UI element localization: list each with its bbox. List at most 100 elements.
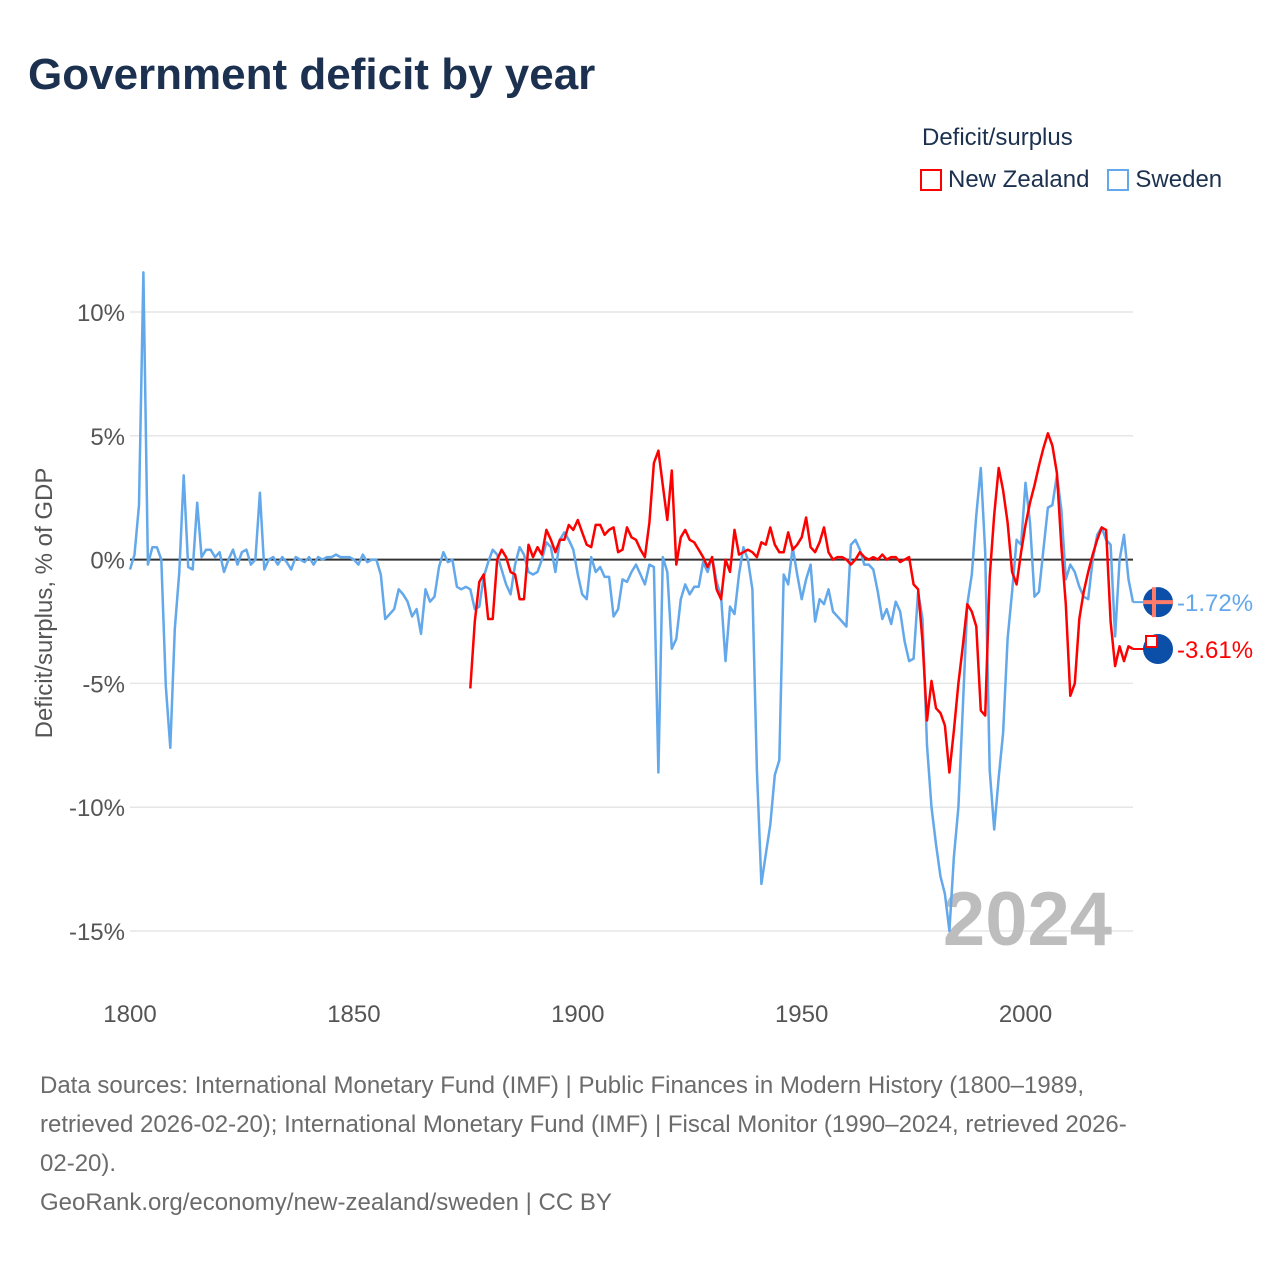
data-point (509, 570, 513, 574)
data-point (938, 875, 942, 879)
data-point (182, 473, 186, 477)
data-point (231, 548, 235, 552)
data-point (1041, 446, 1045, 450)
data-point (835, 615, 839, 619)
data-point (415, 607, 419, 611)
data-point (804, 577, 808, 581)
data-point (513, 563, 517, 567)
data-point (289, 568, 293, 572)
data-point (903, 639, 907, 643)
data-point (155, 545, 159, 549)
data-point (983, 714, 987, 718)
data-point (934, 842, 938, 846)
data-point (912, 582, 916, 586)
data-point (222, 570, 226, 574)
data-point (688, 538, 692, 542)
data-point (876, 590, 880, 594)
data-point (867, 563, 871, 567)
data-point (464, 585, 468, 589)
data-point (240, 550, 244, 554)
y-tick-label: -5% (82, 671, 125, 698)
data-point (715, 587, 719, 591)
data-point (795, 572, 799, 576)
series-new-zealand (469, 431, 1134, 774)
legend-title: Deficit/surplus (922, 124, 1073, 151)
series-sweden (128, 270, 1135, 933)
data-point (522, 553, 526, 557)
data-point (1113, 664, 1117, 668)
data-point (670, 468, 674, 472)
data-point (764, 543, 768, 547)
data-point (544, 528, 548, 532)
data-point (141, 270, 145, 274)
data-point (692, 540, 696, 544)
data-point (576, 572, 580, 576)
data-point (840, 620, 844, 624)
data-point (759, 540, 763, 544)
data-point (553, 570, 557, 574)
data-point (755, 555, 759, 559)
legend-swatch-sweden (1107, 169, 1130, 191)
data-point (938, 711, 942, 715)
data-point (634, 538, 638, 542)
data-point (1077, 617, 1081, 621)
data-point (1127, 577, 1131, 581)
data-point (486, 560, 490, 564)
data-point (173, 627, 177, 631)
data-point (370, 558, 374, 562)
data-point (800, 535, 804, 539)
data-point (392, 607, 396, 611)
source-line: 02-20). (40, 1150, 117, 1177)
data-point (1046, 431, 1050, 435)
data-point (504, 555, 508, 559)
data-point (482, 572, 486, 576)
data-point (1091, 553, 1095, 557)
data-point (343, 555, 347, 559)
data-point (930, 679, 934, 683)
data-point (486, 617, 490, 621)
data-point (1068, 694, 1072, 698)
data-point (737, 553, 741, 557)
data-point (844, 558, 848, 562)
data-point (1041, 548, 1045, 552)
data-point (670, 647, 674, 651)
data-point (285, 560, 289, 564)
data-point (1118, 558, 1122, 562)
data-point (827, 587, 831, 591)
y-tick-label: 10% (77, 300, 125, 327)
data-point (943, 892, 947, 896)
source-link[interactable]: GeoRank.org/economy/new-zealand/sweden |… (40, 1189, 612, 1216)
data-point (885, 558, 889, 562)
data-point (974, 624, 978, 628)
data-point (1050, 503, 1054, 507)
data-point (970, 610, 974, 614)
series-line[interactable] (469, 432, 1134, 774)
data-point (862, 563, 866, 567)
data-point (424, 587, 428, 591)
data-point (831, 610, 835, 614)
data-point (724, 659, 728, 663)
data-point (347, 555, 351, 559)
legend-item-new-zealand[interactable]: New Zealand (920, 166, 1089, 194)
data-point (871, 568, 875, 572)
data-point (397, 587, 401, 591)
data-point (132, 553, 136, 557)
data-point (630, 535, 634, 539)
data-point (612, 615, 616, 619)
data-point (468, 587, 472, 591)
data-point (621, 548, 625, 552)
series-line[interactable] (128, 271, 1135, 933)
data-point (652, 461, 656, 465)
data-point (200, 555, 204, 559)
legend-item-sweden[interactable]: Sweden (1107, 166, 1222, 194)
data-point (701, 555, 705, 559)
data-point (679, 597, 683, 601)
data-point (934, 706, 938, 710)
data-point (818, 540, 822, 544)
data-point (209, 548, 213, 552)
data-point (809, 563, 813, 567)
data-point (213, 555, 217, 559)
data-point (1109, 620, 1113, 624)
data-point (777, 758, 781, 762)
data-point (455, 585, 459, 589)
